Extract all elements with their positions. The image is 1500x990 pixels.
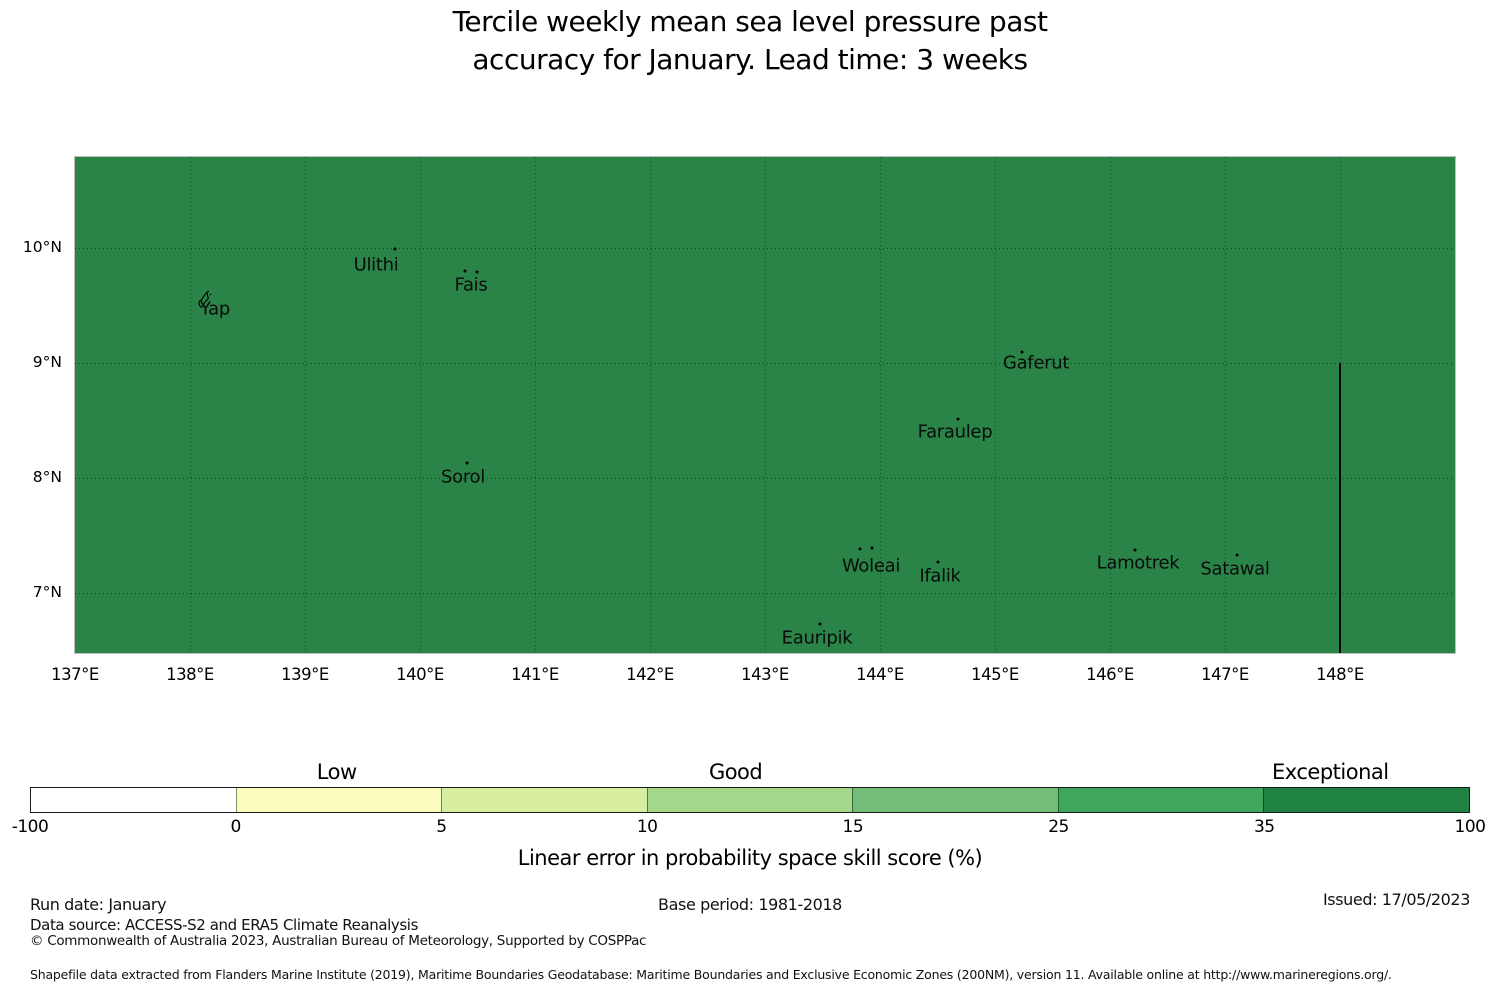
colorbar-tick-label: 25: [1048, 817, 1069, 837]
island-label-woleai: Woleai: [841, 555, 901, 577]
latitude-gridline: [75, 593, 1455, 594]
colorbar-tick-label: 0: [230, 817, 242, 837]
island-dot: [475, 270, 479, 274]
footer-run-date: Run date: January: [30, 895, 167, 914]
lon-tick-label: 141°E: [511, 665, 559, 684]
lon-tick-label: 139°E: [281, 665, 329, 684]
colorbar-axis-label: Linear error in probability space skill …: [517, 846, 983, 870]
lon-tick-label: 143°E: [741, 665, 789, 684]
footer-issued-date: Issued: 17/05/2023: [1322, 890, 1470, 909]
colorbar-tick-label: 100: [1454, 817, 1486, 837]
lon-tick-label: 145°E: [971, 665, 1019, 684]
colorbar-category-good: Good: [708, 760, 763, 784]
longitude-gridline: [190, 157, 191, 653]
island-label-faraulep: Faraulep: [917, 421, 993, 443]
colorbar-segment-35-to-100: [1263, 788, 1470, 812]
colorbar-segment-15-to-25: [852, 788, 1058, 812]
latitude-gridline: [75, 248, 1455, 249]
island-dot: [463, 269, 467, 273]
longitude-gridline: [880, 157, 881, 653]
colorbar-segment-25-to-35: [1057, 788, 1264, 812]
lon-tick-label: 142°E: [626, 665, 674, 684]
colorbar-tick-label: 35: [1253, 817, 1275, 837]
map-plot: Yap Ulithi Fais Sorol Gaferut Faraulep Woleai I…: [74, 156, 1456, 654]
island-label-ulithi: Ulithi: [353, 254, 399, 276]
lon-tick-label: 137°E: [51, 665, 99, 684]
island-dot: [1133, 548, 1137, 552]
longitude-gridline: [765, 157, 766, 653]
lat-tick-label: 7°N: [32, 583, 62, 601]
colorbar: [30, 787, 1470, 813]
island-dot: [858, 547, 862, 551]
island-label-lamotrek: Lamotrek: [1096, 552, 1180, 574]
island-label-satawal: Satawal: [1200, 558, 1270, 580]
colorbar-tick-label: 10: [636, 817, 658, 837]
longitude-gridline: [650, 157, 651, 653]
footer-base-period: Base period: 1981-2018: [658, 895, 842, 914]
longitude-gridline: [420, 157, 421, 653]
island-dot: [870, 546, 874, 550]
figure-title-line2: accuracy for January. Lead time: 3 weeks: [472, 43, 1028, 76]
island-dot: [818, 622, 822, 626]
island-label-sorol: Sorol: [441, 466, 485, 488]
colorbar-category-exceptional: Exceptional: [1272, 760, 1389, 784]
island-dot: [956, 417, 960, 421]
colorbar-segment-10-to-15: [646, 788, 853, 812]
lon-tick-label: 140°E: [396, 665, 444, 684]
footer-shapefile-note: Shapefile data extracted from Flanders M…: [30, 967, 1392, 982]
lon-tick-label: 148°E: [1316, 665, 1364, 684]
latitude-gridline: [75, 478, 1455, 479]
figure-title: Tercile weekly mean sea level pressure p…: [0, 3, 1500, 79]
island-label-yap: Yap: [199, 298, 231, 320]
lat-tick-label: 8°N: [32, 468, 62, 486]
colorbar-tick-label: -100: [11, 817, 49, 837]
colorbar-tick-label: 15: [842, 817, 864, 837]
colorbar-tick-label: 5: [436, 817, 447, 837]
lat-tick-label: 9°N: [32, 353, 62, 371]
colorbar-segment--100-to-0: [31, 788, 236, 812]
latitude-gridline: [75, 363, 1455, 364]
longitude-gridline: [305, 157, 306, 653]
island-dot: [393, 247, 397, 251]
island-label-eauripik: Eauripik: [781, 627, 853, 649]
longitude-gridline: [535, 157, 536, 653]
colorbar-category-low: Low: [316, 760, 357, 784]
lat-tick-label: 10°N: [22, 238, 62, 256]
island-dot: [1020, 350, 1024, 354]
yap-island-shape: [198, 290, 212, 308]
island-label-fais: Fais: [454, 274, 488, 296]
figure-title-line1: Tercile weekly mean sea level pressure p…: [452, 5, 1048, 38]
island-label-ifalik: Ifalik: [919, 565, 961, 587]
footer-copyright: © Commonwealth of Australia 2023, Austra…: [30, 933, 647, 949]
colorbar-segment-5-to-10: [441, 788, 647, 812]
longitude-gridline: [995, 157, 996, 653]
lon-tick-label: 144°E: [856, 665, 904, 684]
island-dot: [1235, 553, 1239, 557]
longitude-gridline: [1110, 157, 1111, 653]
longitude-gridline: [1225, 157, 1226, 653]
island-dot: [465, 461, 469, 465]
lon-tick-label: 146°E: [1086, 665, 1134, 684]
island-label-gaferut: Gaferut: [1002, 352, 1070, 374]
island-dot: [936, 560, 940, 564]
footer-data-source: Data source: ACCESS-S2 and ERA5 Climate …: [30, 916, 418, 934]
lon-tick-label: 147°E: [1201, 665, 1249, 684]
colorbar-segment-0-to-5: [235, 788, 442, 812]
lon-tick-label: 138°E: [166, 665, 214, 684]
eez-boundary-line: [1339, 363, 1341, 653]
